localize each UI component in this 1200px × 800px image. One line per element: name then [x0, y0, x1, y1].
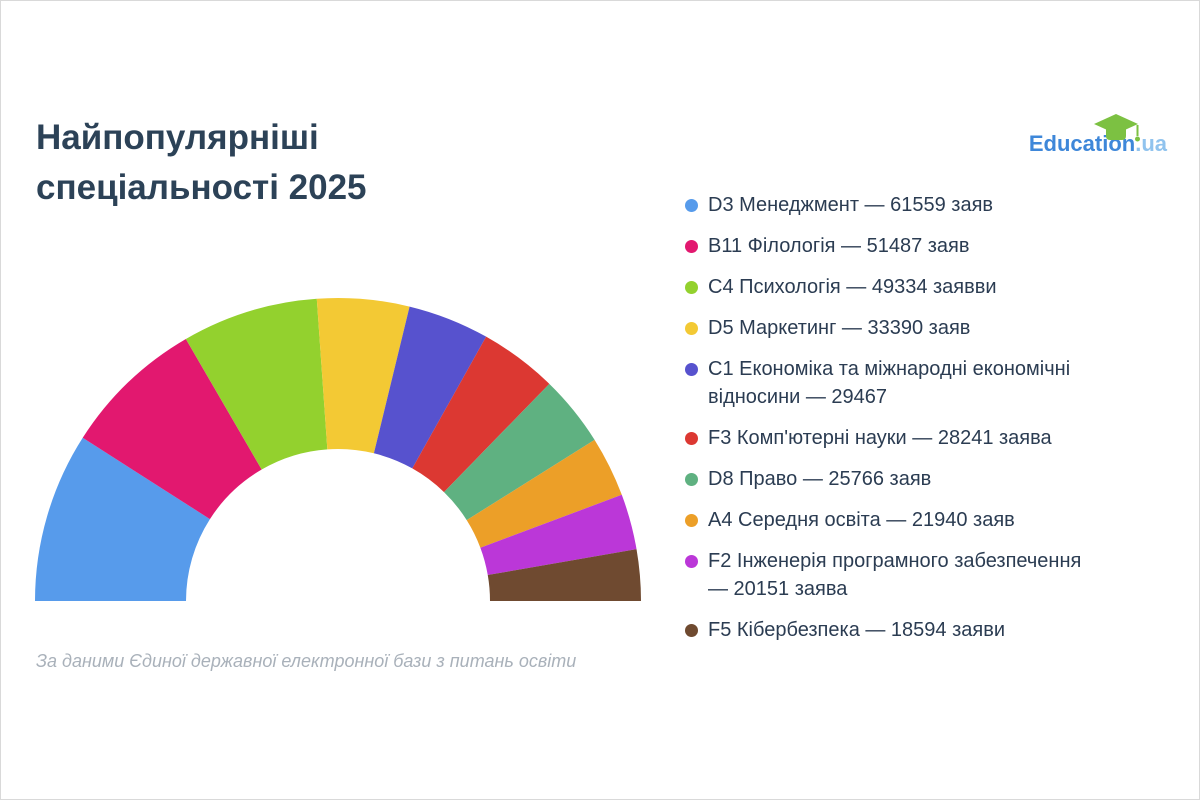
legend-color-dot	[685, 362, 698, 376]
legend-item: C1 Економіка та міжнародні економічні ві…	[685, 355, 1163, 411]
legend-item: D5 Маркетинг — 33390 заяв	[685, 314, 1163, 342]
donut-segment-D5	[316, 297, 410, 454]
legend-item: B11 Філологія — 51487 заяв	[685, 232, 1163, 260]
legend-item: D8 Право — 25766 заяв	[685, 465, 1163, 493]
legend-color-dot	[685, 239, 698, 253]
legend-item: A4 Середня освіта — 21940 заяв	[685, 506, 1163, 534]
half-donut-chart	[35, 297, 641, 601]
graduation-cap-icon	[1094, 114, 1140, 142]
legend-label: B11 Філологія — 51487 заяв	[708, 235, 970, 257]
legend-item: F5 Кібербезпека — 18594 заяви	[685, 616, 1163, 644]
legend-color-dot	[685, 472, 698, 486]
logo-domain-text: .ua	[1135, 131, 1167, 156]
donut-segment-D3	[35, 437, 210, 601]
donut-segment-B11	[82, 338, 262, 520]
legend-item: F2 Інженерія програмного забезпечення — …	[685, 547, 1163, 603]
legend-item: F3 Комп'ютерні науки — 28241 заява	[685, 424, 1163, 452]
legend-color-dot	[685, 623, 698, 637]
legend-color-dot	[685, 554, 698, 568]
legend-color-dot	[685, 431, 698, 445]
page-title: Найпопулярніші спеціальності 2025	[36, 118, 367, 207]
source-note: За даними Єдиної державної електронної б…	[36, 651, 577, 671]
legend-label: A4 Середня освіта — 21940 заяв	[708, 509, 1015, 531]
donut-segment-F3	[412, 336, 550, 493]
donut-segment-D8	[444, 383, 595, 521]
legend-color-dot	[685, 198, 698, 212]
legend-label: F2 Інженерія програмного забезпечення — …	[708, 550, 1082, 600]
legend-item: D3 Менеджмент — 61559 заяв	[685, 191, 1163, 219]
legend-label: F5 Кібербезпека — 18594 заяви	[708, 619, 1006, 641]
donut-segment-F5	[487, 549, 641, 601]
legend-label: C1 Економіка та міжнародні економічні ві…	[708, 358, 1071, 408]
legend-label: D5 Маркетинг — 33390 заяв	[708, 317, 971, 339]
legend-label: F3 Комп'ютерні науки — 28241 заява	[708, 427, 1052, 449]
legend-color-dot	[685, 513, 698, 527]
legend-label: D8 Право — 25766 заяв	[708, 468, 932, 490]
legend-label: C4 Психологія — 49334 заявви	[708, 276, 997, 298]
donut-segment-C4	[185, 298, 328, 470]
donut-segment-A4	[466, 439, 622, 548]
donut-segment-C1	[373, 306, 487, 469]
donut-segment-F2	[480, 494, 637, 576]
chart-legend: D3 Менеджмент — 61559 заяв B11 Філологія…	[685, 191, 1163, 657]
legend-color-dot	[685, 321, 698, 335]
legend-color-dot	[685, 280, 698, 294]
legend-item: C4 Психологія — 49334 заявви	[685, 273, 1163, 301]
legend-label: D3 Менеджмент — 61559 заяв	[708, 194, 994, 216]
education-ua-logo: Education.ua	[1029, 114, 1167, 156]
